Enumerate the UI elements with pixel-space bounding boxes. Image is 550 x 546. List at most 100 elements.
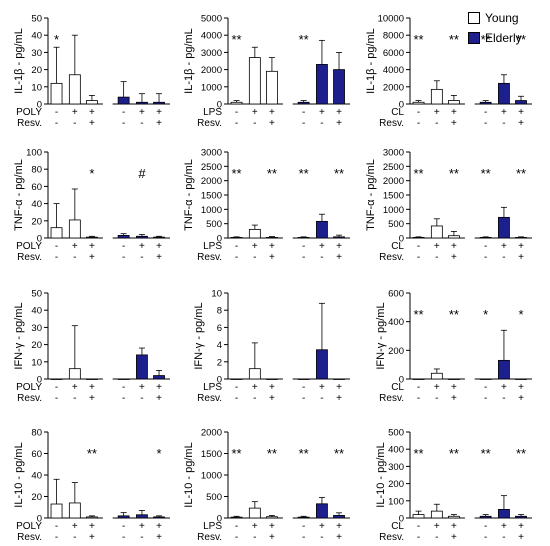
- significance-mark: *: [54, 32, 59, 47]
- bar: [430, 88, 443, 105]
- y-axis-label: TNF-α - pg/mL: [365, 159, 377, 231]
- bar: [266, 237, 278, 239]
- resveratrol-sign: -: [502, 532, 505, 543]
- stimulus-label: CL: [391, 382, 404, 393]
- stimulus-sign: +: [319, 241, 325, 252]
- resveratrol-label: Resv.: [197, 393, 222, 404]
- stimulus-sign: +: [434, 107, 440, 118]
- chart-panel-11: 0 500 1000 1500 2000 IL-10 - pg/mL ** ** ** ** LPS…: [183, 428, 350, 543]
- y-tick-label: 40: [31, 199, 42, 210]
- stimulus-sign: +: [72, 107, 78, 118]
- stimulus-sign: +: [252, 107, 258, 118]
- y-tick-label: 10: [31, 357, 42, 368]
- resveratrol-sign: -: [320, 393, 323, 404]
- y-tick-label: 400: [388, 317, 404, 328]
- y-tick-label: 1000: [383, 205, 404, 216]
- y-tick-label: 200: [388, 346, 404, 357]
- bar: [316, 503, 328, 519]
- bar: [266, 516, 278, 519]
- y-tick-label: 4000: [201, 31, 222, 42]
- bar: [479, 237, 492, 239]
- bar: [498, 82, 510, 105]
- resveratrol-sign: -: [502, 393, 505, 404]
- y-tick-label: 300: [388, 462, 404, 473]
- y-tick-label: 500: [388, 219, 404, 230]
- stimulus-sign: +: [72, 241, 78, 252]
- y-tick-label: 2500: [201, 162, 222, 173]
- stimulus-label: LPS: [203, 107, 222, 118]
- stimulus-label: POLY: [16, 107, 42, 118]
- y-tick-label: 1000: [201, 471, 222, 482]
- bar: [50, 503, 63, 519]
- resveratrol-sign: +: [336, 393, 342, 404]
- stimulus-label: LPS: [203, 382, 222, 393]
- bar: [153, 516, 165, 519]
- significance-mark: **: [413, 307, 423, 322]
- stimulus-sign: -: [235, 241, 238, 252]
- stimulus-sign: -: [55, 241, 58, 252]
- significance-mark: *: [89, 166, 94, 181]
- resveratrol-sign: -: [122, 532, 125, 543]
- y-tick-label: 0: [37, 100, 42, 111]
- stimulus-sign: +: [139, 382, 145, 393]
- bar: [498, 359, 510, 380]
- bar: [230, 101, 243, 105]
- significance-mark: **: [299, 32, 309, 47]
- stimulus-sign: +: [252, 241, 258, 252]
- y-tick-label: 0: [37, 514, 42, 525]
- bar: [248, 368, 261, 380]
- y-tick-label: 3000: [383, 148, 404, 159]
- bar: [412, 237, 425, 239]
- bar: [117, 378, 130, 380]
- stimulus-label: LPS: [203, 241, 222, 252]
- resveratrol-label: Resv.: [197, 118, 222, 129]
- stimulus-sign: +: [336, 107, 342, 118]
- bar: [498, 508, 510, 519]
- significance-mark: **: [516, 446, 526, 461]
- resveratrol-sign: +: [269, 252, 275, 263]
- bar: [515, 100, 527, 105]
- stimulus-sign: +: [319, 521, 325, 532]
- significance-mark: **: [299, 166, 309, 181]
- significance-mark: *: [156, 446, 161, 461]
- stimulus-sign: -: [417, 521, 420, 532]
- y-tick-label: 1500: [383, 191, 404, 202]
- resveratrol-sign: -: [235, 393, 238, 404]
- stimulus-sign: +: [451, 382, 457, 393]
- bar: [230, 516, 243, 519]
- stimulus-sign: +: [72, 521, 78, 532]
- y-tick-label: 0: [217, 234, 222, 245]
- resveratrol-sign: +: [269, 393, 275, 404]
- stimulus-sign: +: [139, 241, 145, 252]
- resveratrol-sign: +: [156, 118, 162, 129]
- stimulus-sign: -: [417, 241, 420, 252]
- legend-swatch-elderly: [468, 32, 480, 44]
- stimulus-sign: +: [269, 382, 275, 393]
- bar: [248, 57, 261, 105]
- bar: [68, 219, 81, 239]
- stimulus-sign: -: [302, 107, 305, 118]
- stimulus-sign: +: [501, 521, 507, 532]
- bar: [230, 378, 243, 380]
- resveratrol-sign: -: [435, 532, 438, 543]
- bar: [86, 100, 98, 105]
- resveratrol-sign: -: [302, 118, 305, 129]
- y-axis-label: IFN-γ - pg/mL: [13, 302, 25, 369]
- resveratrol-sign: +: [518, 393, 524, 404]
- chart-panel-6: 0 500 1000 1500 2000 2500 3000 TNF-α - pg/mL ** *…: [365, 148, 532, 263]
- y-axis-label: IL-1β - pg/mL: [365, 28, 377, 94]
- chart-panel-5: 0 500 1000 1500 2000 2500 3000 TNF-α - pg/mL ** *…: [183, 148, 350, 263]
- stimulus-sign: +: [501, 382, 507, 393]
- resveratrol-sign: -: [73, 252, 76, 263]
- significance-mark: **: [231, 446, 241, 461]
- resveratrol-sign: -: [253, 393, 256, 404]
- legend-label-elderly: Elderly: [485, 31, 522, 45]
- significance-mark: **: [299, 446, 309, 461]
- stimulus-sign: +: [451, 107, 457, 118]
- significance-mark: **: [516, 166, 526, 181]
- resveratrol-sign: -: [302, 532, 305, 543]
